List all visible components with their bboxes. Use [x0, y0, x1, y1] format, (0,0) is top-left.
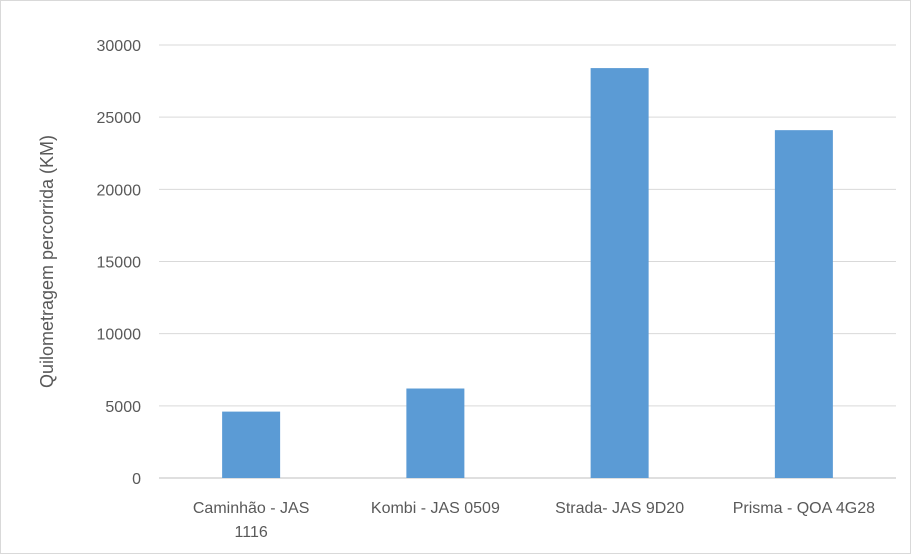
bar: [774, 130, 833, 478]
gridlines: [159, 44, 896, 479]
y-axis-title: Quilometragem percorrida (KM): [37, 135, 57, 388]
y-tick-label: 30000: [97, 38, 142, 55]
y-tick-label: 25000: [97, 110, 142, 127]
y-tick-label: 20000: [97, 182, 142, 199]
bar: [406, 388, 465, 478]
x-axis-labels: Caminhão - JAS 1116 Kombi - JAS 0509 Strada…: [193, 500, 875, 541]
x-category-label: Caminhão - JAS 1116: [193, 500, 310, 541]
bar: [222, 411, 281, 478]
x-category-label: Kombi - JAS 0509: [371, 500, 500, 517]
y-axis-ticks: 0 5000 10000 15000 20000 25000 30000: [97, 38, 142, 488]
y-tick-label: 15000: [97, 255, 142, 272]
bars: [222, 68, 833, 479]
bar: [590, 68, 649, 479]
x-category-label: Strada- JAS 9D20: [555, 500, 684, 517]
y-tick-label: 10000: [97, 327, 142, 344]
x-category-label: Prisma - QOA 4G28: [733, 500, 875, 517]
y-tick-label: 0: [132, 471, 141, 488]
y-tick-label: 5000: [105, 399, 141, 416]
